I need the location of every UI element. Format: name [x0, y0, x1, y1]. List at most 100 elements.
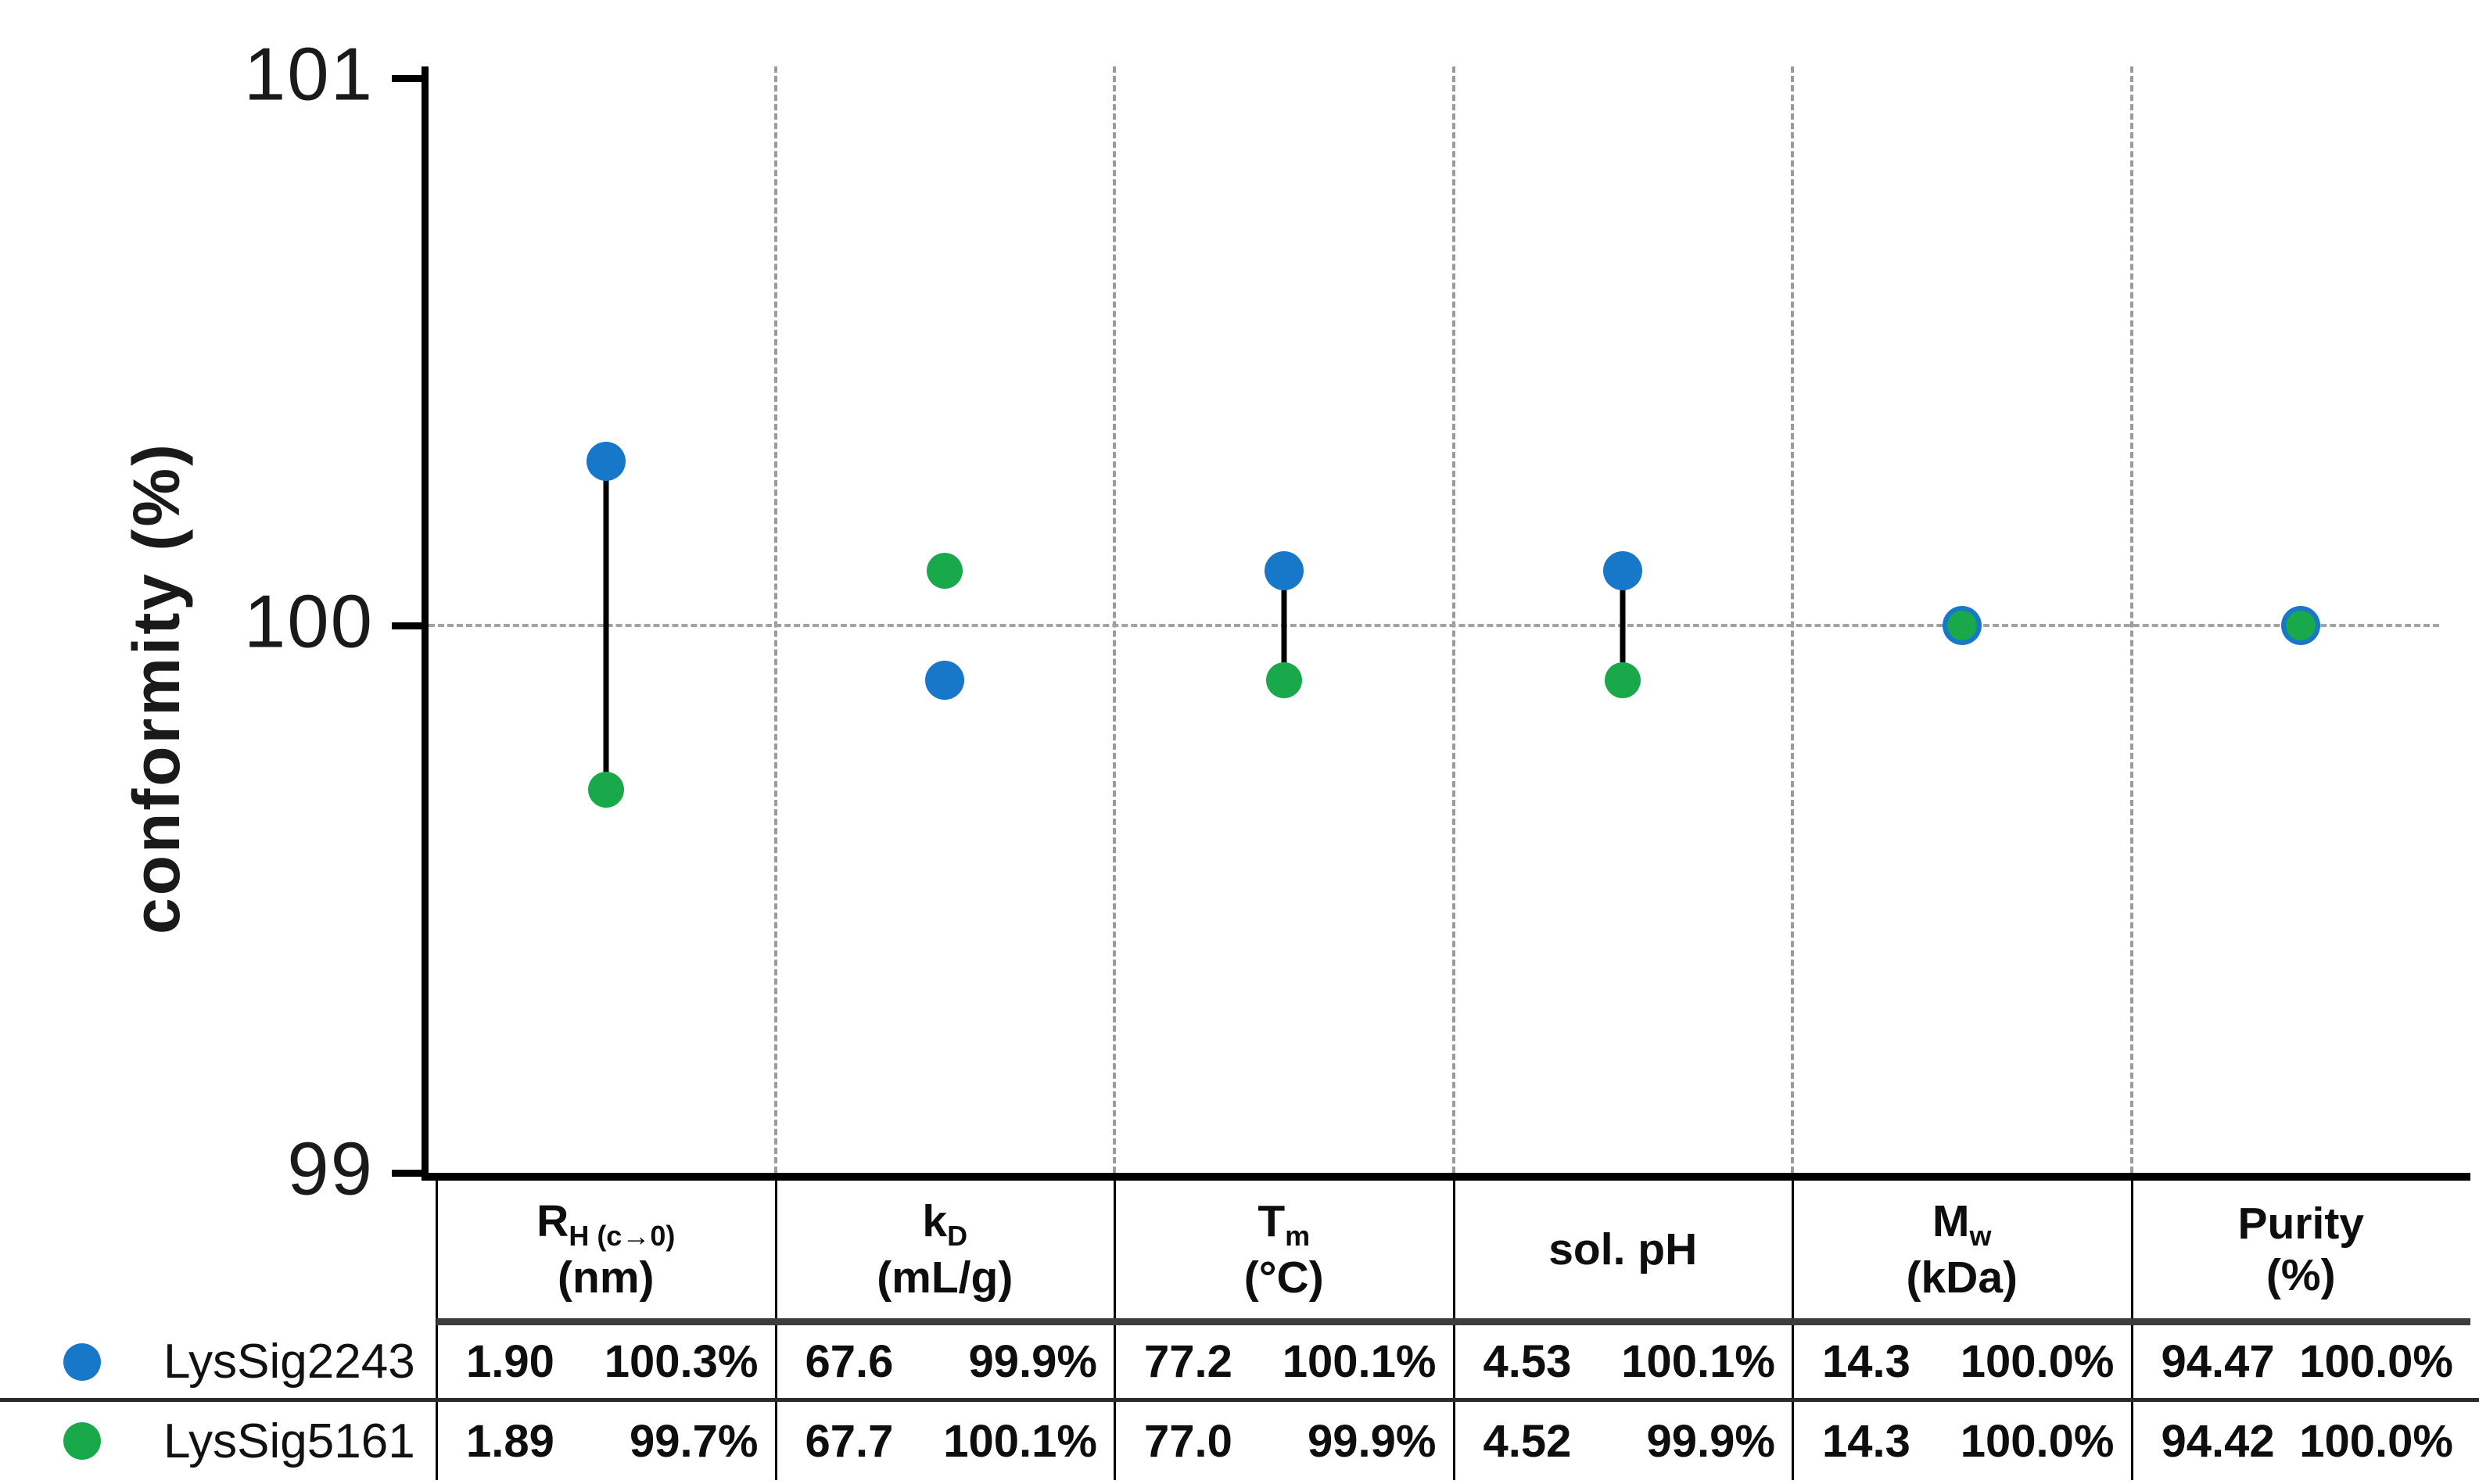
- data-point-LysSig2243: [586, 442, 626, 481]
- reference-line-100: [429, 624, 2439, 627]
- conformity-percent-value: 100.0%: [2299, 1336, 2453, 1387]
- data-point-LysSig5161: [927, 553, 963, 589]
- table-header-3: Tm (°C): [1114, 1182, 1454, 1318]
- data-point-LysSig5161: [2286, 611, 2316, 640]
- header-symbol-subscript: H (c→0): [569, 1219, 676, 1252]
- header-symbol: Purity: [2237, 1199, 2365, 1249]
- table-cell-LysSig2243-col4: 4.53 100.1%: [1454, 1325, 1793, 1398]
- legend-row-LysSig5161: LysSig5161: [0, 1402, 436, 1480]
- header-unit: (°C): [1243, 1253, 1324, 1303]
- header-symbol: Mw: [1932, 1195, 1992, 1252]
- y-axis-tick: [392, 622, 422, 629]
- header-symbol: Tm: [1257, 1195, 1311, 1252]
- y-axis-tick-label: 100: [243, 579, 374, 664]
- conformity-percent-value: 100.3%: [604, 1336, 759, 1387]
- table-header-6: Purity (%): [2132, 1182, 2471, 1318]
- header-symbol-subscript: m: [1285, 1219, 1311, 1252]
- data-point-LysSig2243: [1603, 551, 1643, 590]
- vertical-gridline: [2129, 66, 2133, 1173]
- conformity-percent-value: 99.7%: [630, 1415, 759, 1467]
- header-symbol-main: T: [1257, 1195, 1286, 1246]
- point-connector-line: [1281, 571, 1287, 680]
- y-axis-tick: [392, 1169, 422, 1177]
- measured-value: 94.47: [2161, 1336, 2275, 1387]
- header-symbol: kD: [922, 1198, 968, 1252]
- table-header-2: kD (mL/g): [776, 1182, 1115, 1318]
- table-cell-LysSig2243-col2: 67.6 99.9%: [776, 1325, 1115, 1398]
- table-column-border: [774, 1181, 777, 1480]
- table-cell-LysSig5161-col2: 67.7 100.1%: [776, 1402, 1115, 1480]
- conformity-percent-value: 99.9%: [1308, 1415, 1437, 1467]
- table-column-border: [436, 1181, 438, 1480]
- header-unit: (nm): [558, 1253, 655, 1303]
- table-cell-LysSig2243-col6: 94.47 100.0%: [2132, 1325, 2471, 1398]
- header-symbol-main: Purity: [2237, 1199, 2365, 1249]
- table-row-divider: [0, 1398, 2479, 1402]
- data-point-LysSig5161: [587, 772, 624, 808]
- table-column-border: [1452, 1181, 1455, 1480]
- header-unit: (kDa): [1906, 1253, 2018, 1303]
- table-column-border: [1114, 1181, 1116, 1480]
- point-connector-line: [603, 461, 609, 790]
- measured-value: 77.0: [1144, 1415, 1232, 1467]
- vertical-gridline: [773, 66, 777, 1173]
- header-symbol: RH (c→0): [536, 1195, 676, 1252]
- data-point-LysSig2243: [925, 661, 965, 700]
- conformity-percent-value: 100.0%: [1960, 1415, 2115, 1467]
- measured-value: 67.7: [805, 1415, 894, 1467]
- y-axis-line: [422, 66, 429, 1181]
- y-axis-tick-label: 101: [243, 32, 374, 116]
- conformity-percent-value: 100.0%: [2299, 1415, 2453, 1467]
- vertical-gridline: [1791, 66, 1794, 1173]
- table-column-border: [1792, 1181, 1794, 1480]
- table-cell-LysSig5161-col5: 14.3 100.0%: [1792, 1402, 2132, 1480]
- legend-marker-icon: [63, 1342, 101, 1381]
- measured-value: 1.89: [466, 1415, 554, 1467]
- table-header-5: Mw (kDa): [1792, 1182, 2132, 1318]
- header-unit: (mL/g): [877, 1253, 1013, 1303]
- table-cell-LysSig5161-col6: 94.42 100.0%: [2132, 1402, 2471, 1480]
- table-column-border: [2130, 1181, 2133, 1480]
- conformity-percent-value: 100.0%: [1960, 1336, 2115, 1387]
- table-header-1: RH (c→0) (nm): [436, 1182, 776, 1318]
- data-point-LysSig5161: [1265, 662, 1302, 698]
- table-cell-LysSig2243-col1: 1.90 100.3%: [436, 1325, 776, 1398]
- header-symbol-main: R: [536, 1195, 569, 1246]
- conformity-percent-value: 100.1%: [1621, 1336, 1775, 1387]
- data-point-LysSig5161: [1605, 662, 1641, 698]
- vertical-gridline: [1113, 66, 1116, 1173]
- header-symbol: sol. pH: [1548, 1226, 1697, 1274]
- legend-series-label: LysSig5161: [163, 1414, 415, 1468]
- header-unit: (%): [2266, 1250, 2336, 1300]
- measured-value: 1.90: [466, 1336, 554, 1387]
- header-symbol-subscript: D: [947, 1219, 968, 1252]
- table-header-separator: [436, 1318, 2470, 1325]
- measured-value: 4.53: [1483, 1336, 1572, 1387]
- x-axis-line: [422, 1173, 2470, 1181]
- point-connector-line: [1620, 571, 1626, 680]
- table-cell-LysSig5161-col3: 77.0 99.9%: [1114, 1402, 1454, 1480]
- conformity-percent-value: 100.1%: [943, 1415, 1097, 1467]
- measured-value: 77.2: [1144, 1336, 1232, 1387]
- header-symbol-main: M: [1932, 1195, 1970, 1246]
- table-header-4: sol. pH: [1454, 1182, 1793, 1318]
- header-symbol-subscript: w: [1969, 1219, 1992, 1252]
- y-axis-tick: [392, 74, 422, 82]
- legend-marker-icon: [63, 1422, 101, 1460]
- measured-value: 4.52: [1483, 1415, 1572, 1467]
- measured-value: 14.3: [1822, 1336, 1910, 1387]
- measured-value: 67.6: [805, 1336, 894, 1387]
- table-cell-LysSig5161-col4: 4.52 99.9%: [1454, 1402, 1793, 1480]
- vertical-gridline: [1451, 66, 1455, 1173]
- table-cell-LysSig2243-col5: 14.3 100.0%: [1792, 1325, 2132, 1398]
- measured-value: 14.3: [1822, 1415, 1910, 1467]
- legend-series-label: LysSig2243: [163, 1335, 415, 1389]
- conformity-percent-value: 99.9%: [968, 1336, 1097, 1387]
- table-cell-LysSig5161-col1: 1.89 99.7%: [436, 1402, 776, 1480]
- conformity-percent-value: 99.9%: [1646, 1415, 1775, 1467]
- conformity-percent-value: 100.1%: [1282, 1336, 1437, 1387]
- data-point-LysSig5161: [1946, 611, 1977, 640]
- measured-value: 94.42: [2161, 1415, 2275, 1467]
